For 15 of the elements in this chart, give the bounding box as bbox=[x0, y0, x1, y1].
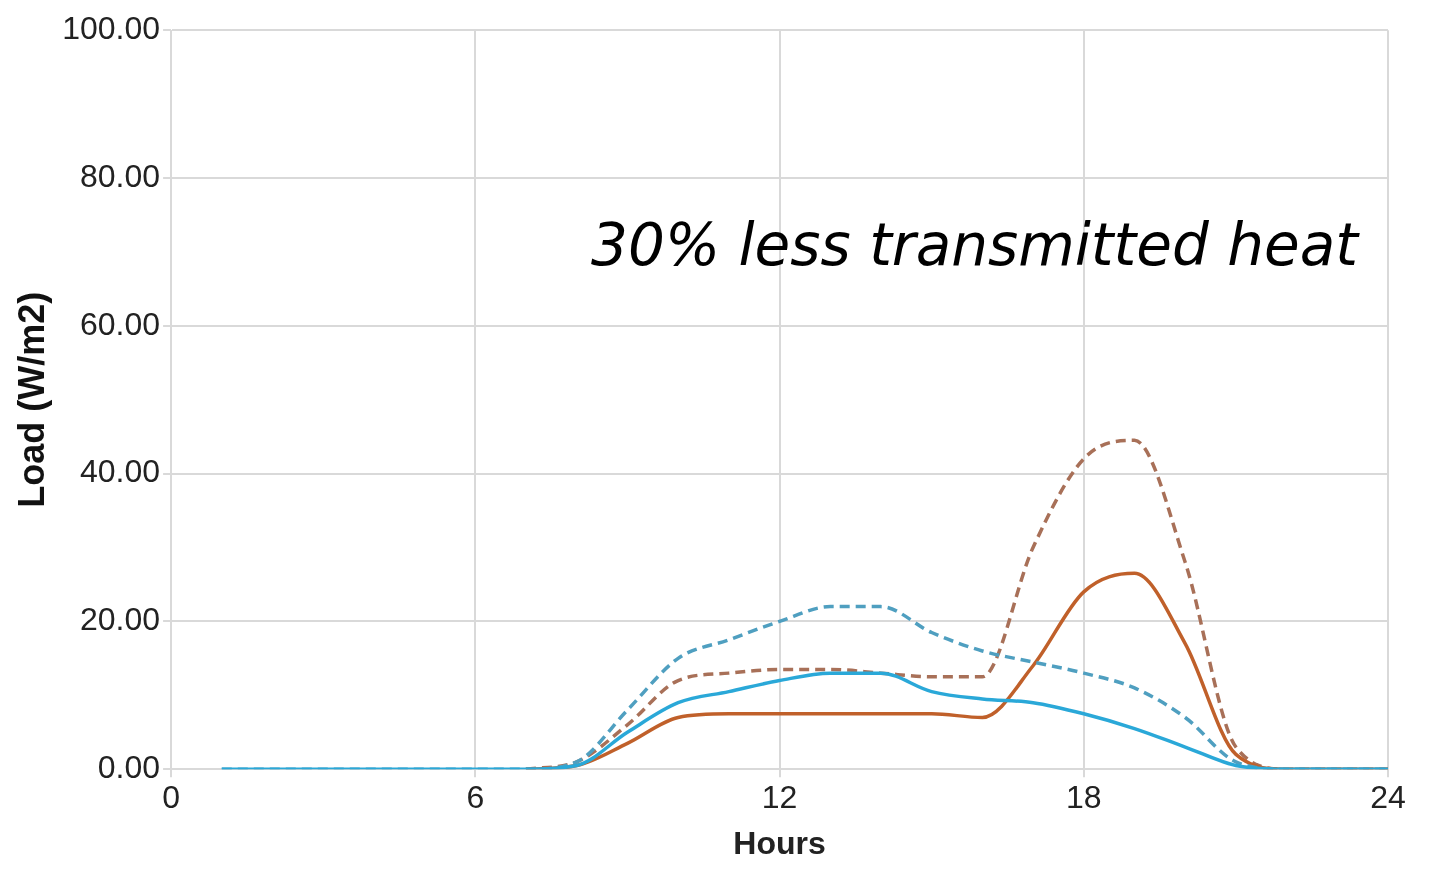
x-tick-label: 6 bbox=[466, 779, 485, 816]
line-series bbox=[220, 671, 1388, 770]
x-tick-label: 12 bbox=[761, 779, 798, 816]
y-tick-label: 100.00 bbox=[62, 10, 161, 47]
y-tick-label: 60.00 bbox=[80, 305, 161, 342]
x-tick-label: 0 bbox=[162, 779, 180, 816]
annotation: 30% less transmitted heat bbox=[591, 211, 1361, 280]
y-axis-title: Load (W/m2) bbox=[10, 291, 52, 508]
y-tick-label: 0.00 bbox=[97, 749, 161, 786]
y-tick-label: 80.00 bbox=[80, 157, 161, 194]
x-tick-label: 18 bbox=[1065, 779, 1102, 816]
y-tick-label: 40.00 bbox=[80, 453, 161, 490]
x-tick-label: 24 bbox=[1370, 779, 1406, 816]
x-axis-title: Hours bbox=[733, 824, 826, 861]
y-tick-label: 20.00 bbox=[80, 601, 161, 638]
